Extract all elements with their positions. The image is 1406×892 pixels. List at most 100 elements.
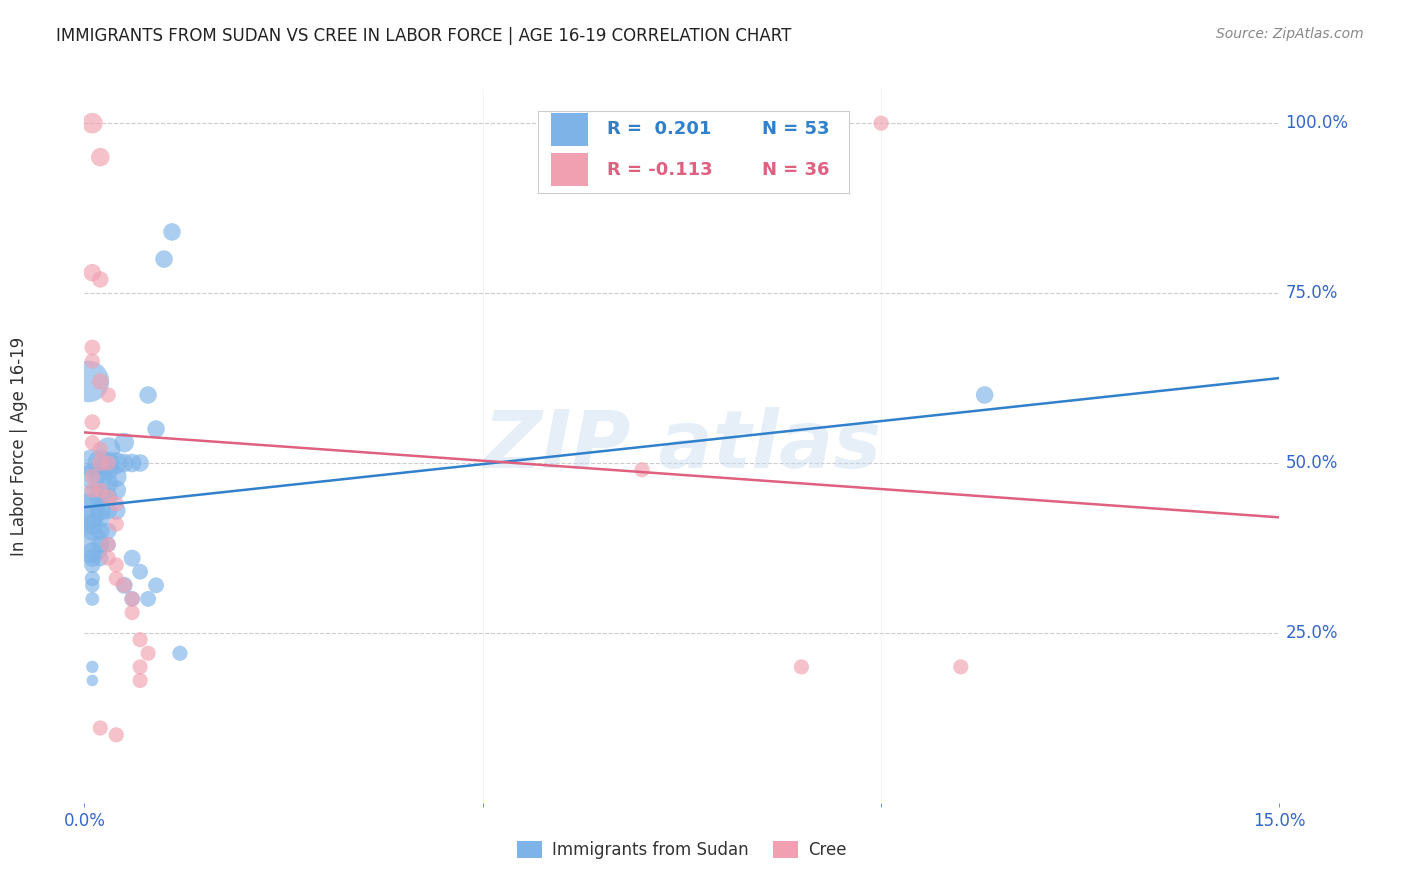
Point [129, 673, 152, 688]
Point [89, 551, 111, 566]
Point [97, 442, 120, 457]
Point [97, 490, 120, 504]
Bar [551, 113, 588, 146]
Point [82, 673, 104, 688]
Point [112, 435, 135, 450]
Point [129, 456, 152, 470]
Legend: Immigrants from Sudan, Cree: Immigrants from Sudan, Cree [510, 834, 853, 866]
Point [77, 503, 100, 517]
Point [121, 456, 143, 470]
Point [89, 490, 111, 504]
Text: 50.0%: 50.0% [1285, 454, 1339, 472]
Point [89, 537, 111, 551]
Point [77, 375, 100, 389]
Point [97, 456, 120, 470]
Point [97, 524, 120, 538]
Point [121, 606, 143, 620]
Text: 25.0%: 25.0% [1285, 624, 1339, 642]
Point [82, 469, 104, 483]
Point [82, 435, 104, 450]
Point [112, 456, 135, 470]
Point [105, 483, 128, 498]
Point [82, 510, 104, 524]
Point [89, 510, 111, 524]
Point [631, 463, 654, 477]
Point [105, 517, 128, 532]
Point [105, 469, 128, 483]
Point [97, 476, 120, 491]
Point [97, 463, 120, 477]
Point [82, 266, 104, 280]
Point [97, 537, 120, 551]
Point [97, 456, 120, 470]
Point [82, 572, 104, 586]
Point [129, 565, 152, 579]
Point [82, 483, 104, 498]
Text: Source: ZipAtlas.com: Source: ZipAtlas.com [1216, 27, 1364, 41]
Point [97, 551, 120, 566]
Point [112, 578, 135, 592]
Point [89, 469, 111, 483]
Point [129, 632, 152, 647]
Point [82, 660, 104, 674]
Point [89, 375, 111, 389]
Point [89, 456, 111, 470]
Point [82, 591, 104, 606]
Text: N = 53: N = 53 [762, 120, 830, 138]
Point [105, 456, 128, 470]
Point [97, 537, 120, 551]
Point [82, 551, 104, 566]
Point [112, 578, 135, 592]
Point [121, 551, 143, 566]
Point [89, 721, 111, 735]
Point [870, 116, 893, 130]
Point [82, 517, 104, 532]
Point [121, 591, 143, 606]
Point [97, 503, 120, 517]
Point [89, 483, 111, 498]
Point [82, 490, 104, 504]
Point [105, 497, 128, 511]
Point [89, 442, 111, 457]
Point [97, 388, 120, 402]
Point [82, 558, 104, 572]
Point [82, 578, 104, 592]
Point [80, 537, 103, 551]
Point [89, 456, 111, 470]
Text: R = -0.113: R = -0.113 [607, 161, 713, 178]
Point [136, 591, 159, 606]
Text: In Labor Force | Age 16-19: In Labor Force | Age 16-19 [10, 336, 28, 556]
Point [973, 388, 995, 402]
Text: IMMIGRANTS FROM SUDAN VS CREE IN LABOR FORCE | AGE 16-19 CORRELATION CHART: IMMIGRANTS FROM SUDAN VS CREE IN LABOR F… [56, 27, 792, 45]
Point [89, 503, 111, 517]
Point [82, 415, 104, 429]
Point [153, 252, 176, 266]
Point [121, 591, 143, 606]
Text: 100.0%: 100.0% [1285, 114, 1348, 132]
Point [949, 660, 972, 674]
Point [82, 524, 104, 538]
Point [105, 728, 128, 742]
Point [160, 225, 183, 239]
Point [82, 544, 104, 558]
Point [790, 660, 813, 674]
Point [89, 524, 111, 538]
Point [82, 456, 104, 470]
Text: R =  0.201: R = 0.201 [607, 120, 711, 138]
Point [129, 660, 152, 674]
Point [82, 469, 104, 483]
Point [82, 116, 104, 130]
Point [82, 354, 104, 368]
Point [105, 558, 128, 572]
Point [136, 388, 159, 402]
Point [145, 422, 167, 436]
Point [145, 578, 167, 592]
Point [169, 646, 191, 660]
Point [105, 503, 128, 517]
Point [97, 490, 120, 504]
Point [136, 646, 159, 660]
Point [89, 272, 111, 286]
Point [82, 341, 104, 355]
Text: 75.0%: 75.0% [1285, 284, 1339, 302]
Text: N = 36: N = 36 [762, 161, 830, 178]
